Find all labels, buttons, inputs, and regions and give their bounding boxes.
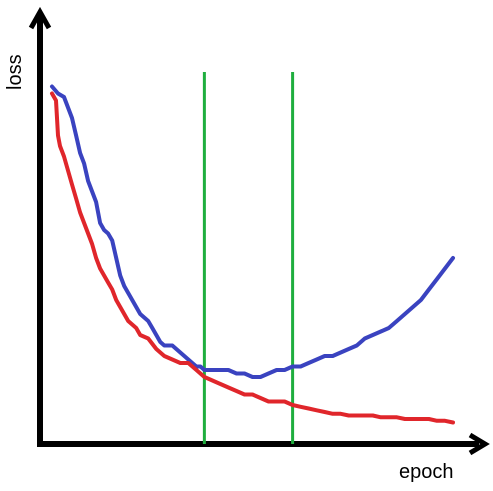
vertical-markers [202, 72, 295, 444]
series-lines [50, 84, 455, 425]
y-axis-arrowhead [28, 6, 52, 30]
y-axis-label: loss [4, 54, 26, 90]
x-axis-arrowhead [468, 432, 490, 456]
series-line-1 [50, 84, 455, 379]
x-axis-label: epoch [399, 461, 454, 483]
series-line-2 [50, 91, 455, 425]
